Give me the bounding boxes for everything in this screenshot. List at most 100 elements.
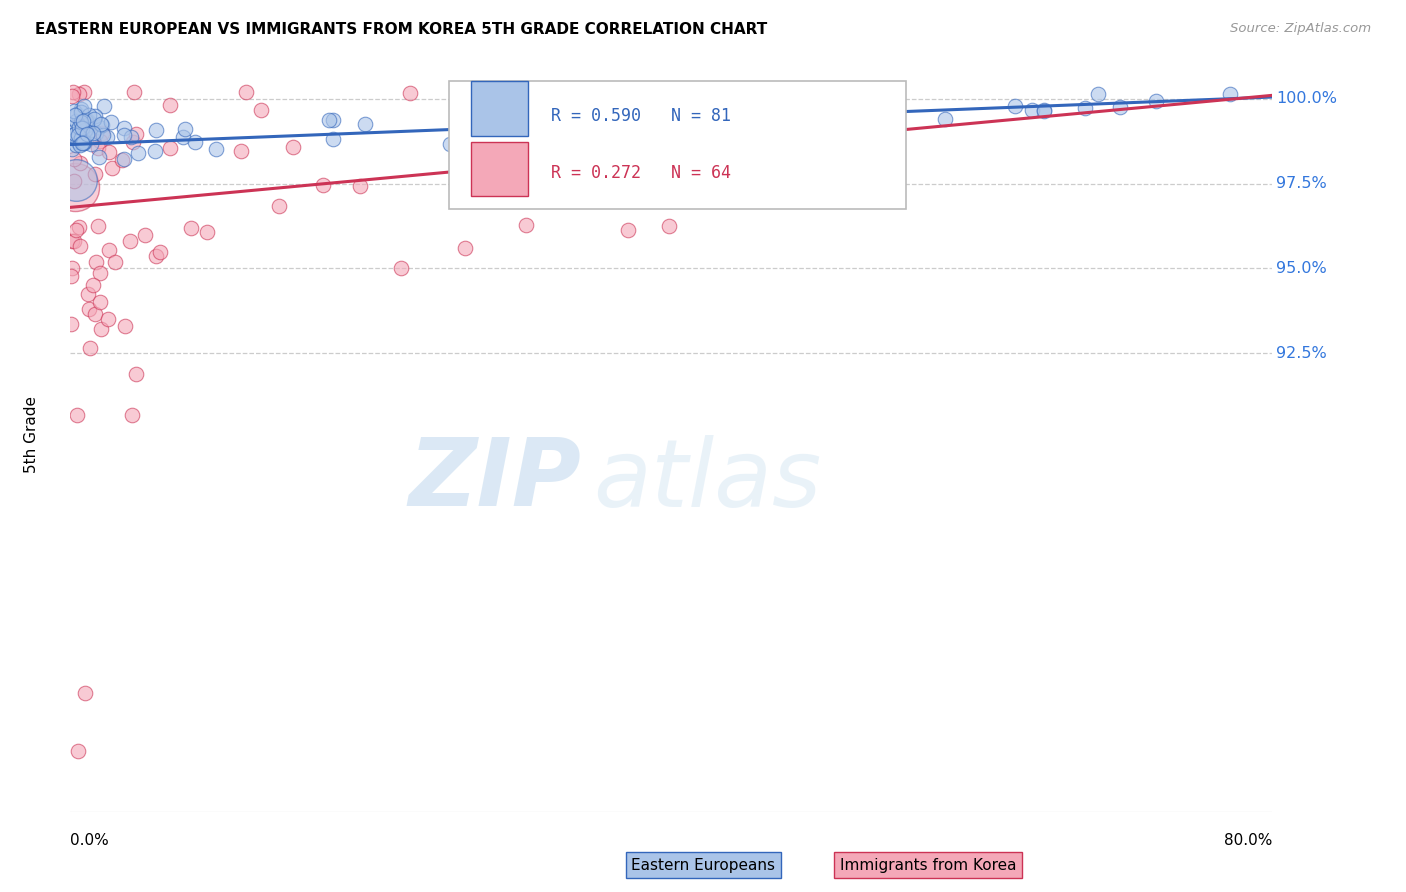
Point [322, 113, 344, 128]
Point [389, 261, 412, 276]
Point [72, 113, 94, 128]
Point [439, 136, 461, 151]
Text: Eastern Europeans: Eastern Europeans [631, 858, 775, 872]
Point [66, 409, 89, 423]
Point [89, 295, 111, 310]
Text: R = 0.272   N = 64: R = 0.272 N = 64 [551, 164, 731, 182]
Point [83, 307, 105, 321]
Point [494, 86, 516, 100]
Point [60, 234, 83, 248]
Point [65, 137, 87, 152]
Point [354, 117, 377, 131]
Point [67, 87, 90, 102]
Point [90, 118, 112, 132]
Point [97, 312, 120, 326]
Point [72, 120, 94, 134]
Point [740, 125, 762, 139]
Point [72, 85, 94, 99]
Point [72, 113, 94, 128]
Point [73, 114, 96, 128]
Point [89, 134, 111, 148]
Point [145, 249, 167, 263]
Point [75, 686, 97, 700]
Point [80, 137, 103, 152]
Point [84, 126, 107, 140]
Point [1032, 103, 1054, 118]
Point [75, 123, 97, 137]
Text: 97.5%: 97.5% [1277, 176, 1327, 191]
Point [83, 112, 105, 126]
Point [87, 141, 110, 155]
Point [616, 223, 638, 237]
Point [125, 367, 148, 381]
Point [87, 150, 110, 164]
Text: 95.0%: 95.0% [1277, 261, 1327, 276]
Text: 100.0%: 100.0% [1277, 91, 1337, 106]
Point [205, 142, 228, 156]
Point [159, 98, 181, 112]
Point [65, 173, 87, 187]
Point [112, 153, 135, 167]
Point [454, 241, 477, 255]
Point [76, 127, 98, 141]
Point [63, 174, 86, 188]
Point [73, 99, 96, 113]
Point [73, 135, 96, 149]
Point [626, 123, 648, 137]
Point [467, 85, 489, 99]
Point [586, 108, 609, 122]
Point [114, 318, 136, 333]
Text: Source: ZipAtlas.com: Source: ZipAtlas.com [1230, 22, 1371, 36]
Point [73, 123, 96, 137]
Point [66, 136, 89, 150]
Point [65, 114, 87, 128]
Point [101, 161, 124, 175]
Point [77, 286, 100, 301]
Point [114, 120, 136, 135]
Point [1144, 94, 1167, 108]
Point [60, 260, 83, 275]
Point [60, 128, 83, 143]
Point [62, 103, 84, 118]
Point [122, 85, 145, 99]
Point [89, 266, 111, 280]
Point [96, 130, 118, 145]
Point [69, 138, 91, 153]
Point [727, 120, 749, 135]
Point [69, 104, 91, 119]
Bar [471, 81, 529, 136]
Point [69, 239, 91, 253]
Point [318, 112, 340, 127]
Point [77, 301, 100, 316]
Point [72, 121, 94, 136]
Point [62, 85, 84, 99]
Point [90, 322, 112, 336]
Text: atlas: atlas [593, 434, 821, 525]
Point [1219, 87, 1241, 101]
Point [112, 128, 135, 143]
Point [70, 102, 93, 116]
Point [89, 120, 111, 135]
Point [121, 409, 143, 423]
Point [65, 127, 87, 141]
Point [312, 178, 335, 193]
Text: 80.0%: 80.0% [1225, 833, 1272, 847]
Point [79, 108, 101, 122]
Point [69, 130, 91, 145]
Point [84, 255, 107, 269]
Bar [471, 142, 529, 196]
Point [60, 120, 83, 134]
Point [515, 218, 537, 232]
Point [934, 112, 956, 127]
Point [111, 153, 134, 168]
Point [84, 167, 107, 181]
Point [398, 86, 420, 100]
Point [76, 120, 98, 134]
Point [90, 126, 112, 140]
Point [250, 103, 273, 117]
Point [149, 244, 172, 259]
Point [745, 88, 768, 103]
Point [72, 136, 94, 151]
Point [1087, 87, 1109, 101]
Point [349, 178, 371, 193]
